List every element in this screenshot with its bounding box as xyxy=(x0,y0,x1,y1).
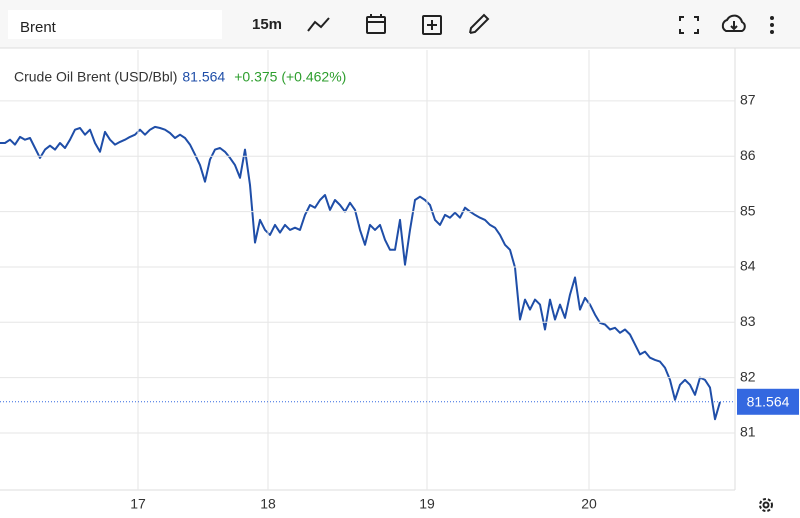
y-tick-label: 81 xyxy=(740,424,756,440)
last-value-label: 81.564 xyxy=(747,393,790,409)
chart-type-icon[interactable] xyxy=(307,17,330,32)
legend: Crude Oil Brent (USD/Bbl) 81.564 +0.375 … xyxy=(14,69,346,85)
draw-icon[interactable] xyxy=(469,13,490,34)
y-tick-label: 84 xyxy=(740,258,756,274)
price-line xyxy=(0,125,721,421)
y-tick-label: 82 xyxy=(740,368,756,384)
y-tick-label: 83 xyxy=(740,313,756,329)
search-box[interactable] xyxy=(8,10,222,39)
last-value-box xyxy=(737,388,799,415)
x-tick-label: 18 xyxy=(260,496,276,512)
y-tick-label: 85 xyxy=(740,202,756,218)
interval-button[interactable]: 15m xyxy=(252,16,282,33)
y-tick-label: 86 xyxy=(740,147,756,163)
search-text[interactable]: Brent xyxy=(20,19,57,36)
legend-last-value: 81.564 xyxy=(182,69,225,85)
x-tick-label: 17 xyxy=(130,496,146,512)
more-icon[interactable] xyxy=(770,16,774,34)
legend-change: +0.375 (+0.462%) xyxy=(234,69,346,85)
legend-name: Crude Oil Brent (USD/Bbl) xyxy=(14,69,177,85)
add-indicator-icon[interactable] xyxy=(422,15,442,35)
settings-icon[interactable] xyxy=(759,498,773,512)
fullscreen-icon[interactable] xyxy=(679,16,699,34)
download-icon[interactable] xyxy=(721,14,746,32)
y-tick-label: 87 xyxy=(740,92,756,108)
x-tick-label: 19 xyxy=(419,496,435,512)
x-tick-label: 20 xyxy=(581,496,597,512)
calendar-icon[interactable] xyxy=(366,14,386,34)
